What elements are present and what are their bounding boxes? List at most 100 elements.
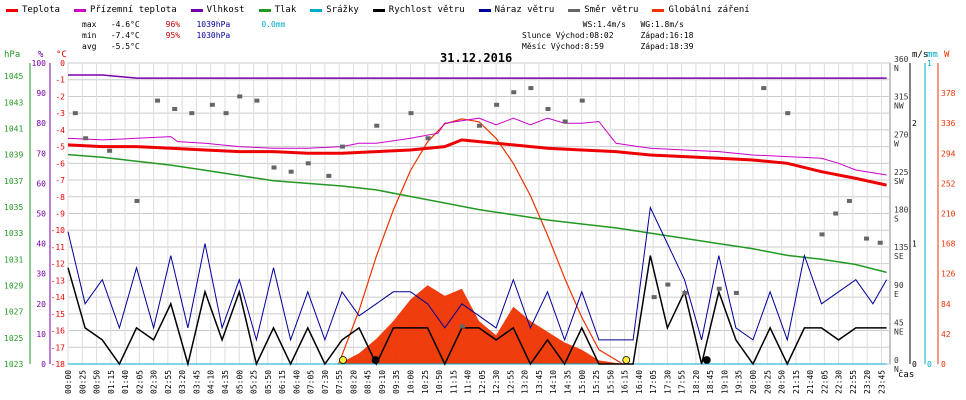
stats-max-row: max -4.6°C 96% 1039hPa 0.0mm: [82, 19, 285, 30]
tick-radiation: 84: [941, 300, 951, 309]
legend-swatch: [6, 8, 18, 12]
tick-pressure: 1043: [4, 98, 23, 107]
wind-direction-point: [237, 94, 243, 99]
stats-max-temp: -4.6°C: [110, 20, 140, 29]
tick-time: 02:30: [150, 370, 159, 394]
chart-title: 31.12.2016: [440, 51, 513, 65]
tick-time: 11:40: [464, 370, 473, 394]
series-gust: [67, 205, 888, 342]
legend-label: Teplota: [22, 5, 60, 15]
legend-label: Tlak: [274, 5, 297, 15]
tick-temp: -1: [55, 76, 65, 85]
tick-radiation: 168: [941, 240, 956, 249]
tick-temp: -9: [55, 210, 65, 219]
tick-radiation: 378: [941, 89, 956, 98]
wind-speed-avg: WS:1.4m/s: [582, 20, 626, 29]
tick-time: 18:20: [692, 370, 701, 394]
series-wind: [67, 255, 887, 367]
wind-direction-point: [665, 282, 671, 287]
tick-wind: 1: [912, 240, 917, 249]
tick-time: 10:25: [421, 370, 430, 394]
unit-degc: °C: [56, 50, 67, 60]
wind-direction-point: [846, 198, 852, 203]
wind-direction-point: [864, 236, 870, 241]
wind-direction-point: [477, 123, 482, 128]
tick-time: 14:35: [563, 370, 572, 394]
tick-time: 10:00: [407, 370, 416, 394]
legend-label: Náraz větru: [494, 5, 555, 15]
tick-time: 10:50: [435, 370, 444, 394]
tick-time: 12:05: [478, 370, 487, 394]
tick-direction: 45: [894, 318, 904, 327]
legend-item: Srážky: [310, 4, 359, 16]
tick-time: 15:50: [606, 370, 615, 394]
tick-pressure: 1041: [4, 124, 23, 133]
moonset: Západ:18:39: [640, 42, 694, 51]
tick-pressure: 1035: [4, 203, 23, 212]
tick-pressure: 1023: [4, 360, 23, 369]
tick-temp: -10: [51, 226, 66, 235]
legend-swatch: [652, 8, 665, 12]
tick-pressure: 1031: [4, 255, 23, 264]
wind-direction-point: [785, 111, 791, 116]
tick-time: 23:20: [863, 370, 872, 394]
tick-time: 07:55: [335, 370, 344, 394]
legend-item: Přízemní teplota: [73, 4, 177, 16]
tick-humidity: 30: [36, 270, 46, 279]
legend-label: Vlhkost: [206, 5, 245, 15]
wind-direction-point: [254, 98, 260, 103]
legend-swatch: [310, 8, 323, 12]
tick-time: 14:10: [549, 370, 558, 394]
legend-item: Směr větru: [568, 4, 638, 16]
tick-direction-label: SE: [894, 252, 904, 261]
tick-pressure: 1029: [4, 281, 23, 290]
unit-hpa: hPa: [4, 50, 21, 60]
wind-direction-point: [326, 173, 332, 178]
tick-rain: 0: [927, 360, 932, 369]
tick-direction: 360: [894, 55, 909, 64]
tick-rain: 1: [927, 59, 932, 68]
legend-label: Rychlost větru: [388, 5, 465, 15]
legend-swatch: [258, 8, 271, 12]
tick-time: 04:35: [221, 370, 230, 394]
chart-legend: Teplota Přízemní teplota Vlhkost Tlak Srážky…: [6, 4, 750, 16]
tick-radiation: 210: [941, 210, 956, 219]
legend-swatch: [190, 8, 203, 12]
wind-direction-point: [562, 119, 568, 124]
tick-time: 17:05: [649, 370, 658, 394]
legend-item: Rychlost větru: [372, 4, 465, 16]
wind-direction-point: [374, 123, 380, 128]
wind-direction-point: [72, 111, 78, 116]
series-radiation-area: [338, 285, 623, 364]
wind-direction-point: [172, 106, 178, 111]
series-pressure: [67, 153, 887, 274]
wind-direction-point: [819, 232, 825, 237]
wind-direction-point: [579, 98, 585, 103]
tick-temp: -7: [55, 176, 65, 185]
tick-time: 16:40: [635, 370, 644, 394]
wind-direction-point: [223, 111, 229, 116]
tick-time: 06:15: [278, 370, 287, 394]
tick-humidity: 0: [41, 360, 46, 369]
tick-temp: -18: [51, 360, 66, 369]
wind-direction-point: [716, 286, 722, 291]
legend-swatch: [372, 8, 385, 12]
tick-radiation: 126: [941, 270, 956, 279]
tick-time: 20:50: [778, 370, 787, 394]
wind-direction-point: [761, 86, 767, 91]
tick-time: 05:25: [250, 370, 259, 394]
tick-temp: 0: [60, 59, 65, 68]
tick-direction: 90: [894, 281, 904, 290]
tick-humidity: 70: [36, 149, 46, 158]
tick-temp: -11: [51, 243, 66, 252]
wind-direction-point: [83, 136, 89, 141]
sun-moon-info: WS:1.4m/s WG:1.8m/s Slunce Východ:08:02 …: [522, 19, 693, 52]
tick-time: 09:35: [392, 370, 401, 394]
stats-min-row: min -7.4°C 95% 1030hPa: [82, 30, 285, 41]
tick-time: 03:20: [178, 370, 187, 394]
tick-temp: -8: [55, 193, 65, 202]
stats-avg-row: avg -5.5°C: [82, 41, 285, 52]
tick-wind: 0: [912, 360, 917, 369]
unit-pct: %: [38, 50, 44, 60]
wind-direction-point: [833, 211, 839, 216]
